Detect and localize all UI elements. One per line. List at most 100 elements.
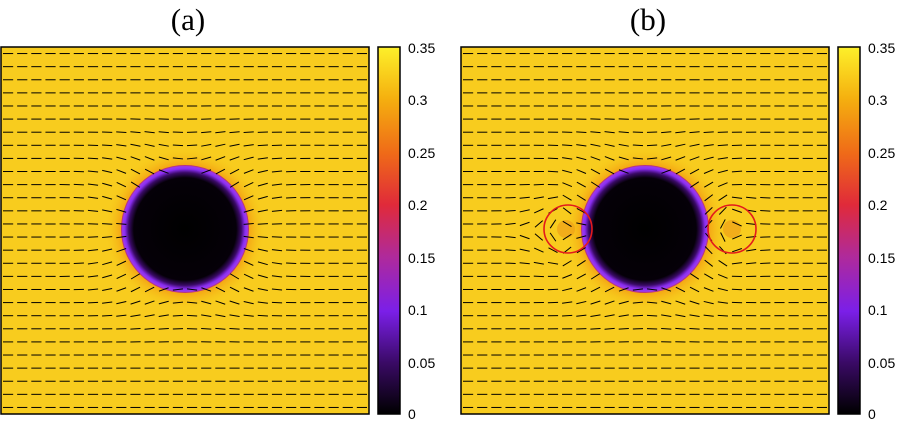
director-dash [130, 314, 141, 318]
director-dash [661, 156, 672, 161]
director-dash [286, 196, 297, 199]
director-dash [186, 288, 198, 291]
director-dash [158, 287, 169, 292]
panel-a: (a) 0.35 0.3 0.25 0.2 0.15 0.1 0.05 0 [0, 2, 435, 421]
director-dash [704, 273, 714, 280]
director-dash [717, 144, 728, 147]
panel-b-defect-marker-left [543, 204, 593, 254]
panel-b-colorbar-tick-label: 0.05 [868, 355, 895, 371]
director-dash [116, 287, 127, 292]
director-dash [689, 131, 700, 134]
director-dash [746, 196, 757, 199]
director-dash [675, 286, 686, 293]
director-dash [547, 288, 559, 291]
director-dash [87, 262, 99, 265]
director-dash [201, 300, 212, 305]
director-dash [618, 169, 629, 174]
director-dash [604, 300, 615, 305]
director-dash [87, 275, 99, 278]
director-dash [562, 194, 572, 201]
director-dash [186, 144, 198, 147]
director-dash [661, 314, 672, 317]
director-dash [675, 300, 686, 305]
director-dash [158, 300, 169, 305]
director-dash [632, 144, 644, 147]
director-dash [704, 181, 714, 188]
director-dash [102, 169, 113, 174]
director-dash [257, 274, 268, 279]
director-dash [257, 248, 268, 252]
director-dash [229, 327, 240, 330]
director-dash [618, 300, 629, 305]
director-dash [519, 248, 530, 252]
director-dash [732, 208, 742, 214]
director-dash [243, 248, 254, 253]
director-dash [257, 287, 268, 291]
director-dash [576, 287, 587, 292]
director-dash [158, 156, 169, 161]
director-dash [229, 143, 240, 147]
director-dash [116, 300, 127, 305]
director-dash [243, 131, 254, 133]
director-dash [534, 220, 544, 228]
director-dash [590, 314, 601, 318]
director-dash [604, 156, 615, 161]
director-dash [718, 206, 727, 215]
director-dash [257, 169, 268, 174]
director-dash [102, 274, 113, 279]
director-dash [243, 156, 254, 161]
director-dash [144, 168, 155, 175]
director-dash [703, 144, 714, 147]
director-dash [158, 314, 169, 317]
director-dash [576, 247, 586, 254]
director-dash [201, 143, 212, 147]
panel-b-colorbar-tick-label: 0.3 [868, 92, 888, 108]
director-dash [731, 170, 743, 173]
director-dash [116, 156, 127, 161]
director-dash [760, 249, 771, 251]
director-dash [689, 286, 700, 293]
director-dash [576, 260, 586, 267]
director-dash [661, 131, 672, 134]
director-dash [130, 168, 141, 175]
director-dash [689, 314, 700, 318]
director-dash [604, 143, 615, 147]
director-dash [116, 169, 127, 174]
director-dash [271, 301, 283, 304]
director-dash [158, 169, 169, 174]
panel-a-label: (a) [171, 2, 205, 37]
director-dash [257, 209, 268, 213]
director-dash [760, 210, 771, 212]
director-dash [130, 300, 141, 305]
director-dash [201, 156, 212, 161]
director-dash [73, 262, 84, 265]
director-dash [719, 219, 726, 229]
panel-a-colorbar-frame [377, 46, 401, 415]
director-dash [102, 314, 113, 317]
director-dash [257, 182, 268, 187]
director-dash [243, 300, 254, 305]
director-dash [229, 314, 240, 318]
director-dash [158, 131, 169, 134]
director-dash [675, 156, 686, 161]
panel-b-colorbar-tick-label: 0.35 [868, 40, 895, 56]
director-dash [116, 144, 127, 147]
director-dash [271, 196, 283, 199]
panel-a-colorbar-tick-label: 0.05 [408, 355, 435, 371]
director-dash [130, 286, 141, 293]
panel-b-particle [581, 165, 709, 293]
director-dash [533, 261, 544, 265]
director-dash [576, 300, 587, 305]
panel-b-colorbar-tick-label: 0.2 [868, 197, 888, 213]
director-dash [243, 314, 254, 317]
panel-a-frame [0, 46, 370, 415]
director-dash [704, 206, 713, 215]
director-dash [87, 249, 99, 252]
director-dash [229, 181, 240, 188]
director-dash [549, 232, 557, 242]
director-dash [519, 196, 530, 199]
director-dash [562, 169, 573, 174]
panel-a-colorbar-tick-label: 0.35 [408, 40, 435, 56]
director-dash [116, 181, 127, 188]
director-dash [604, 131, 615, 134]
